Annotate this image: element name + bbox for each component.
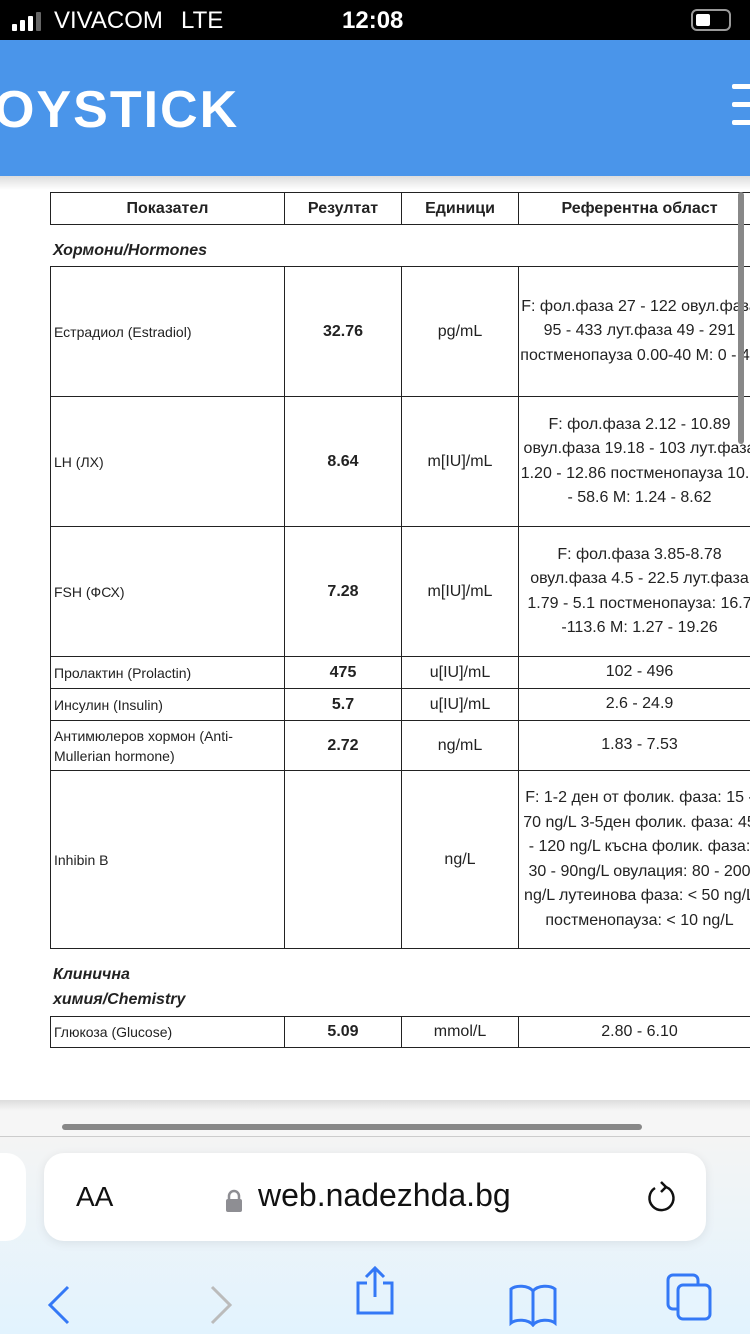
cell-name: FSH (ФСХ): [50, 526, 285, 657]
previous-tab-card[interactable]: [0, 1153, 26, 1241]
table-row: Глюкоза (Glucose) 5.09 mmol/L 2.80 - 6.10: [50, 1016, 750, 1048]
table-row: Inhibin B ng/L F: 1-2 ден от фолик. фаза: …: [50, 770, 750, 949]
cell-name: LH (ЛХ): [50, 396, 285, 527]
share-icon[interactable]: [354, 1265, 396, 1315]
cell-name: Inhibin B: [50, 770, 285, 949]
cell-name: Антимюлеров хормон (Anti-Mullerian hormo…: [50, 720, 285, 771]
cell-name: Инсулин (Insulin): [50, 688, 285, 721]
table-row: Антимюлеров хормон (Anti-Mullerian hormo…: [50, 720, 750, 771]
chemistry-table: Глюкоза (Glucose) 5.09 mmol/L 2.80 - 6.10: [50, 1016, 750, 1048]
reload-icon[interactable]: [644, 1179, 680, 1215]
results-table-header: Показател Резултат Единици Референтна об…: [50, 192, 750, 225]
text-size-button[interactable]: AA: [76, 1181, 113, 1213]
cell-result: 8.64: [284, 396, 402, 527]
table-row: FSH (ФСХ) 7.28 m[IU]/mL F: фол.фаза 3.85-8.…: [50, 526, 750, 657]
hormones-table: Естрадиол (Estradiol) 32.76 pg/mL F: фол.фа…: [50, 266, 750, 949]
header-result: Резултат: [284, 192, 402, 225]
page-bottom: [0, 1100, 750, 1136]
cell-units: m[IU]/mL: [401, 396, 519, 527]
text-size-label: AA: [76, 1181, 114, 1212]
cell-units: pg/mL: [401, 266, 519, 397]
site-logo[interactable]: OYSTICK: [0, 81, 240, 139]
cell-units: ng/mL: [401, 720, 519, 771]
cell-name: Глюкоза (Glucose): [50, 1016, 285, 1048]
address-bar[interactable]: AA web.nadezhda.bg: [44, 1153, 706, 1241]
cell-units: u[IU]/mL: [401, 656, 519, 689]
lock-icon: [226, 1189, 242, 1212]
header-indicator: Показател: [50, 192, 285, 225]
cell-reference: 1.83 - 7.53: [518, 720, 750, 771]
cell-result: 2.72: [284, 720, 402, 771]
section-title-chemistry: Клинична химия/Chemistry: [53, 966, 186, 1008]
cell-reference: F: 1-2 ден от фолик. фаза: 15 - 70 ng/L …: [518, 770, 750, 949]
cell-units: mmol/L: [401, 1016, 519, 1048]
battery-icon: [691, 9, 731, 31]
clock: 12:08: [342, 7, 404, 34]
forward-icon[interactable]: [206, 1283, 236, 1327]
network-type: LTE: [181, 7, 224, 34]
tabs-icon[interactable]: [666, 1273, 714, 1321]
cell-name: Пролактин (Prolactin): [50, 656, 285, 689]
status-bar: VIVACOM LTE 12:08: [0, 0, 750, 40]
header-shadow: [0, 176, 750, 190]
cell-reference: 2.80 - 6.10: [518, 1016, 750, 1048]
cell-reference: F: фол.фаза 3.85-8.78 овул.фаза 4.5 - 22…: [518, 526, 750, 657]
cell-result: 5.09: [284, 1016, 402, 1048]
cell-result: 5.7: [284, 688, 402, 721]
cell-reference: F: фол.фаза 2.12 - 10.89 овул.фаза 19.18…: [518, 396, 750, 527]
cell-result: 475: [284, 656, 402, 689]
header-reference: Референтна област: [518, 192, 750, 225]
cell-result: [284, 770, 402, 949]
cell-units: u[IU]/mL: [401, 688, 519, 721]
vertical-scrollbar[interactable]: [738, 192, 744, 444]
horizontal-scrollbar[interactable]: [62, 1124, 642, 1130]
table-row: Пролактин (Prolactin) 475 u[IU]/mL 102 - 49…: [50, 656, 750, 689]
menu-icon[interactable]: [732, 84, 750, 138]
browser-toolbar: AA web.nadezhda.bg: [0, 1136, 750, 1334]
table-row: Естрадиол (Estradiol) 32.76 pg/mL F: фол.фа…: [50, 266, 750, 397]
cell-result: 32.76: [284, 266, 402, 397]
cell-units: m[IU]/mL: [401, 526, 519, 657]
cell-result: 7.28: [284, 526, 402, 657]
cell-units: ng/L: [401, 770, 519, 949]
carrier: VIVACOM: [54, 7, 163, 34]
table-row: LH (ЛХ) 8.64 m[IU]/mL F: фол.фаза 2.12 - 10…: [50, 396, 750, 527]
back-icon[interactable]: [44, 1283, 74, 1327]
bookmarks-icon[interactable]: [508, 1283, 558, 1327]
cell-reference: 102 - 496: [518, 656, 750, 689]
cell-reference: 2.6 - 24.9: [518, 688, 750, 721]
url-text[interactable]: web.nadezhda.bg: [258, 1177, 511, 1213]
cell-name: Естрадиол (Estradiol): [50, 266, 285, 397]
section-title-hormones: Хормони/Hormones: [53, 242, 208, 259]
cell-reference: F: фол.фаза 27 - 122 овул.фаза 95 - 433 …: [518, 266, 750, 397]
table-row: Инсулин (Insulin) 5.7 u[IU]/mL 2.6 - 24.9: [50, 688, 750, 721]
signal-icon: [12, 12, 41, 31]
site-header: OYSTICK: [0, 40, 750, 176]
header-units: Единици: [401, 192, 519, 225]
